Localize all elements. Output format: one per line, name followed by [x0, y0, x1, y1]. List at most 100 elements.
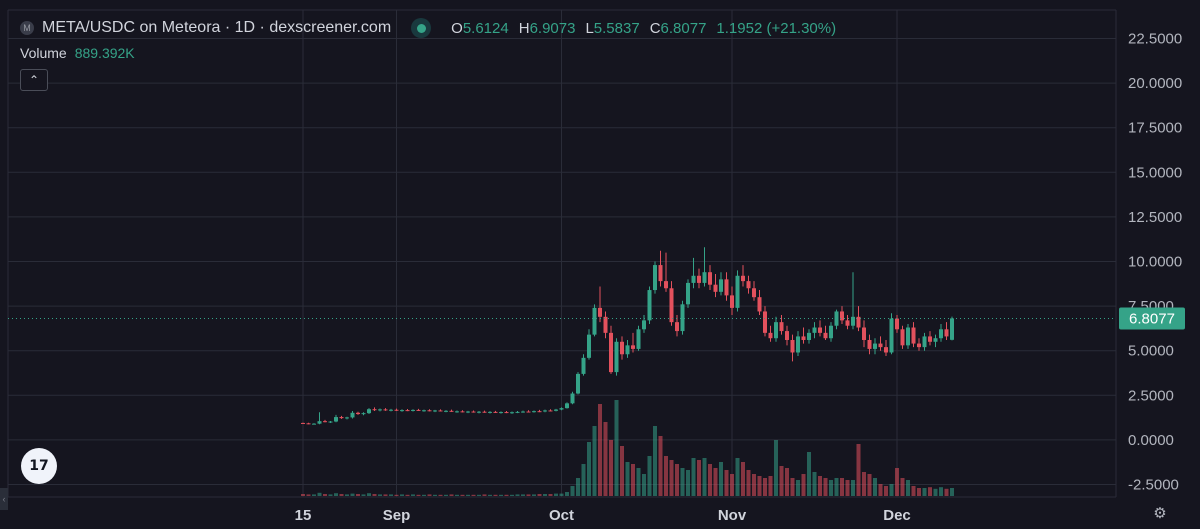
y-tick-label: -2.5000	[1128, 477, 1179, 494]
volume-bar	[411, 494, 415, 496]
volume-bar	[779, 466, 784, 496]
candle-body	[840, 311, 844, 321]
volume-bar	[702, 458, 707, 496]
collapse-legend-button[interactable]: ⌃	[20, 69, 48, 91]
candle-body	[493, 411, 498, 413]
volume-bar	[724, 470, 729, 496]
change-value: 1.1952 (+21.30%)	[716, 19, 837, 37]
candle-body	[702, 272, 707, 283]
candle-body	[372, 409, 377, 411]
volume-bar	[697, 460, 701, 496]
panel-handle-icon[interactable]: ‹	[0, 488, 8, 510]
market-status-icon[interactable]	[411, 18, 432, 38]
candle-body	[669, 288, 674, 323]
volume-bar	[829, 480, 833, 496]
candle-body	[504, 412, 509, 414]
volume-bar	[719, 462, 723, 496]
volume-bar	[482, 494, 487, 496]
volume-bar	[499, 494, 503, 496]
candle-body	[878, 343, 883, 348]
candle-body	[598, 307, 602, 317]
volume-bar	[867, 474, 872, 496]
candle-body	[664, 281, 668, 289]
candle-body	[565, 403, 569, 409]
candle-body	[405, 410, 410, 412]
candle-body	[603, 316, 608, 333]
y-tick-label: 5.0000	[1128, 343, 1174, 360]
volume-bar	[581, 464, 586, 496]
candle-body	[884, 347, 888, 353]
candle-body	[757, 297, 762, 312]
volume-bar	[455, 494, 459, 496]
volume-bar	[416, 494, 421, 496]
volume-bar	[664, 456, 668, 496]
candle-body	[614, 341, 619, 373]
volume-bar	[400, 494, 404, 496]
volume-bar	[493, 494, 498, 496]
candle-body	[939, 329, 943, 339]
volume-bar	[774, 440, 778, 496]
volume-bar	[372, 494, 377, 496]
volume-bar	[554, 493, 558, 496]
candle-body	[328, 421, 333, 423]
tradingview-logo-icon[interactable]: 17	[21, 448, 57, 484]
candle-body	[829, 325, 833, 339]
candle-body	[944, 329, 949, 337]
volume-bar	[367, 493, 371, 496]
candle-body	[345, 417, 349, 419]
volume-bar	[642, 474, 646, 496]
volume-bar	[856, 444, 861, 496]
volume-value: 889.392K	[74, 45, 135, 61]
candle-body	[537, 411, 542, 413]
volume-bar	[361, 494, 366, 496]
candle-body	[636, 329, 641, 349]
chevron-up-icon: ⌃	[28, 73, 40, 87]
candle-body	[906, 327, 910, 346]
volume-bar	[620, 446, 624, 496]
volume-bar	[669, 460, 674, 496]
volume-bar	[713, 468, 718, 496]
volume-bar	[906, 480, 910, 496]
candle-body	[548, 410, 553, 412]
volume-bar	[356, 494, 360, 496]
candle-body	[499, 412, 503, 414]
candle-body	[438, 410, 443, 412]
x-tick-label: 15	[295, 507, 312, 524]
volume-bar	[785, 468, 789, 496]
volume-bar	[433, 494, 437, 496]
volume-bar	[928, 487, 932, 496]
token-logo-icon: M	[20, 21, 34, 35]
candle-body	[631, 345, 635, 349]
x-tick-label: Nov	[718, 507, 747, 524]
volume-bar	[752, 474, 756, 496]
volume-bar	[521, 494, 525, 496]
volume-bar	[658, 436, 663, 496]
candle-body	[378, 409, 382, 411]
candle-body	[867, 339, 872, 349]
volume-bar	[592, 426, 597, 496]
candle-body	[609, 332, 613, 373]
candle-body	[774, 322, 778, 339]
candle-body	[394, 409, 399, 411]
candle-body	[933, 338, 938, 342]
volume-bar	[609, 440, 613, 496]
volume-bar	[834, 478, 839, 496]
candle-body	[383, 409, 388, 411]
candle-body	[724, 279, 729, 296]
candle-body	[928, 336, 932, 342]
high-label: H	[518, 19, 530, 37]
candle-body	[779, 322, 784, 332]
volume-label: Volume	[20, 45, 67, 61]
volume-bar	[691, 458, 696, 496]
volume-bar	[312, 494, 316, 496]
volume-bar	[933, 488, 938, 496]
y-tick-label: 12.5000	[1128, 209, 1182, 226]
volume-bar	[427, 494, 432, 496]
candle-body	[306, 423, 311, 425]
volume-bar	[812, 472, 817, 496]
candle-body	[477, 411, 481, 413]
volume-bar	[526, 494, 531, 496]
volume-bar	[647, 456, 652, 496]
gear-icon[interactable]: ⚙	[1153, 505, 1167, 522]
